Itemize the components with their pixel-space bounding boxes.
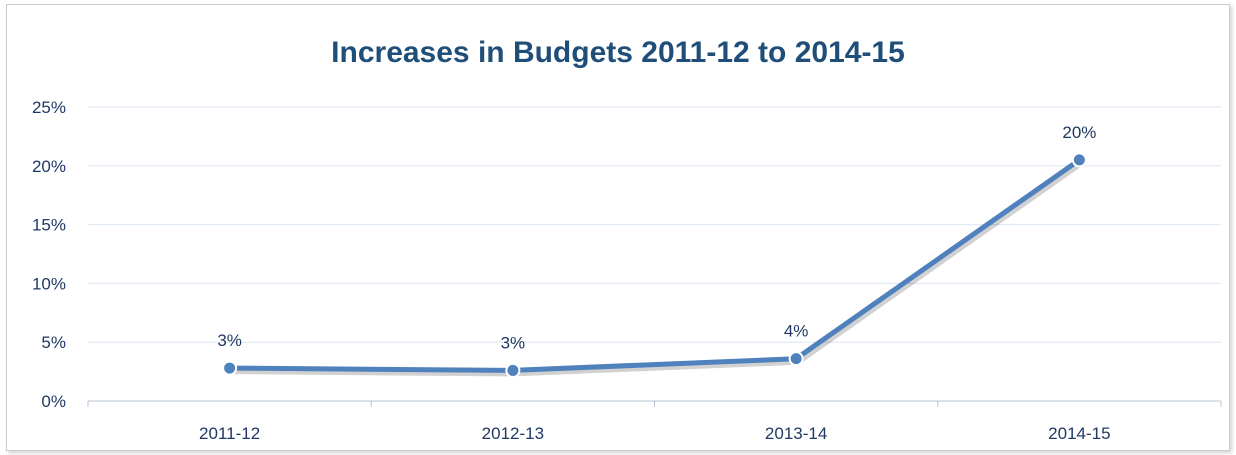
chart-frame (6, 4, 1230, 451)
data-label: 3% (501, 333, 526, 352)
y-tick-label: 15% (32, 216, 66, 235)
x-tick-label: 2011-12 (199, 424, 260, 443)
y-tick-label: 25% (32, 98, 66, 117)
data-label: 4% (784, 322, 809, 341)
data-point (505, 362, 521, 378)
y-tick-label: 10% (32, 274, 66, 293)
x-tick-label: 2014-15 (1048, 424, 1110, 443)
series-line (227, 157, 1082, 373)
series (222, 152, 1087, 378)
x-tick-label: 2013-14 (765, 424, 827, 443)
data-point (1071, 152, 1087, 168)
y-tick-label: 5% (41, 333, 66, 352)
chart-title: Increases in Budgets 2011-12 to 2014-15 (331, 36, 905, 69)
data-point (788, 351, 804, 367)
axes: 0% 5% 10% 15% 20% 25% 2011-12 2012-13 2013-14 201… (32, 98, 1222, 443)
y-tick-label: 0% (41, 392, 66, 411)
data-label: 20% (1062, 123, 1096, 142)
x-tick-label: 2012-13 (482, 424, 544, 443)
y-tick-label: 20% (32, 157, 66, 176)
data-labels: 3% 3% 4% 20% (217, 123, 1096, 353)
gridlines (88, 106, 1221, 343)
series-line-shadow (231, 160, 1084, 377)
data-point (222, 360, 238, 376)
data-label: 3% (217, 331, 242, 350)
